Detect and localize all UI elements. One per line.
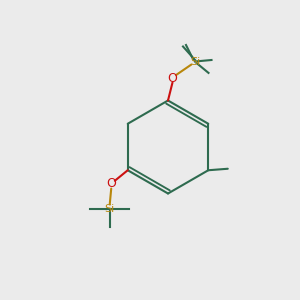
Text: Si: Si — [190, 56, 200, 67]
Text: Si: Si — [105, 204, 115, 214]
Text: O: O — [106, 177, 116, 190]
Text: O: O — [168, 71, 177, 85]
